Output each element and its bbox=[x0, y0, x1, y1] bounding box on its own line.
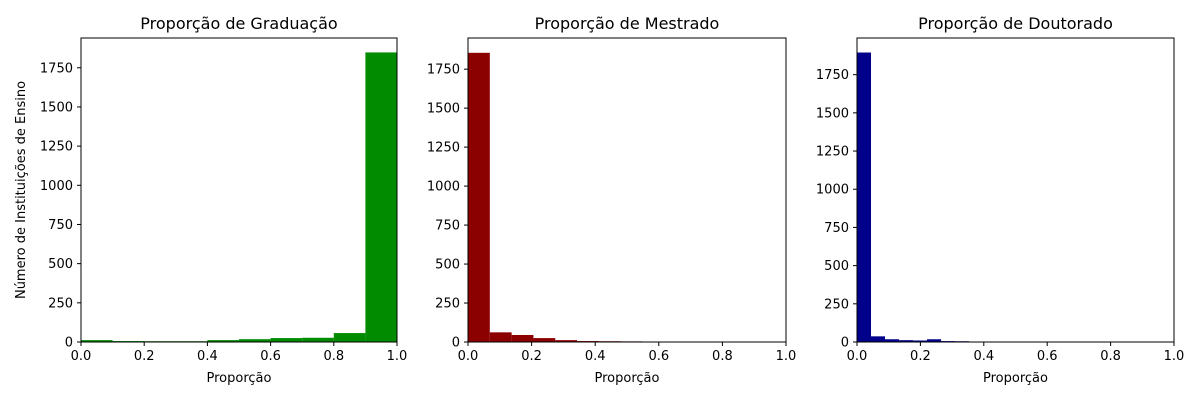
histogram-bar bbox=[533, 338, 555, 342]
y-tick-label: 1500 bbox=[40, 100, 73, 115]
y-tick-label: 750 bbox=[435, 219, 460, 234]
x-tick-label: 0.2 bbox=[910, 349, 931, 364]
histogram-bar bbox=[490, 332, 512, 342]
x-axis-label: Proporção bbox=[207, 371, 272, 386]
histogram-bar bbox=[302, 338, 334, 342]
y-tick-label: 500 bbox=[824, 259, 849, 274]
y-tick-label: 250 bbox=[824, 297, 849, 312]
y-tick-label: 1000 bbox=[816, 183, 849, 198]
x-tick-label: 0.4 bbox=[197, 349, 218, 364]
x-axis-label: Proporção bbox=[983, 371, 1048, 386]
y-tick-label: 500 bbox=[48, 257, 73, 272]
histogram-bar bbox=[857, 53, 871, 342]
subplot-title: Proporção de Graduação bbox=[140, 14, 337, 33]
x-tick-label: 1.0 bbox=[1164, 349, 1185, 364]
y-tick-label: 750 bbox=[824, 221, 849, 236]
x-tick-label: 0.6 bbox=[648, 349, 669, 364]
y-tick-label: 0 bbox=[841, 336, 849, 351]
axes-frame bbox=[857, 38, 1174, 342]
histogram-bar bbox=[365, 52, 397, 342]
x-tick-label: 0.0 bbox=[458, 349, 479, 364]
y-tick-label: 0 bbox=[65, 336, 73, 351]
y-tick-label: 500 bbox=[435, 258, 460, 273]
y-tick-label: 750 bbox=[48, 218, 73, 233]
y-tick-label: 1750 bbox=[816, 68, 849, 83]
y-tick-label: 1250 bbox=[40, 140, 73, 155]
axes-frame bbox=[468, 38, 786, 342]
x-tick-label: 0.2 bbox=[134, 349, 155, 364]
subplot-1: 0.0 0.2 0.4 0.6 0.8 1.0 0 250 500 750 1000 1250 1500… bbox=[14, 14, 407, 386]
subplot-3: 0.0 0.2 0.4 0.6 0.8 1.0 0 250 500 750 1000 1250 1500… bbox=[816, 14, 1184, 386]
x-tick-label: 0.8 bbox=[1100, 349, 1121, 364]
x-tick-label: 1.0 bbox=[387, 349, 408, 364]
y-tick-label: 250 bbox=[435, 297, 460, 312]
x-tick-label: 1.0 bbox=[776, 349, 797, 364]
subplot-title: Proporção de Doutorado bbox=[918, 14, 1113, 33]
histogram-bar bbox=[468, 53, 490, 342]
histogram-bar bbox=[271, 338, 303, 342]
y-tick-label: 1250 bbox=[427, 141, 460, 156]
x-tick-label: 0.4 bbox=[585, 349, 606, 364]
y-tick-label: 0 bbox=[452, 336, 460, 351]
histogram-bar bbox=[871, 336, 885, 342]
x-tick-label: 0.8 bbox=[712, 349, 733, 364]
x-tick-label: 0.4 bbox=[973, 349, 994, 364]
y-tick-label: 1500 bbox=[427, 102, 460, 117]
y-tick-label: 1250 bbox=[816, 145, 849, 160]
y-tick-label: 250 bbox=[48, 296, 73, 311]
y-axis-label: Número de Instituições de Ensino bbox=[14, 81, 29, 299]
axes-frame bbox=[81, 38, 397, 342]
subplot-2: 0.0 0.2 0.4 0.6 0.8 1.0 0 250 500 750 1000 1250 1500… bbox=[427, 14, 796, 386]
y-tick-label: 1000 bbox=[427, 180, 460, 195]
x-tick-label: 0.6 bbox=[1037, 349, 1058, 364]
subplot-title: Proporção de Mestrado bbox=[535, 14, 720, 33]
y-tick-label: 1000 bbox=[40, 179, 73, 194]
x-tick-label: 0.2 bbox=[521, 349, 542, 364]
histogram-bar bbox=[512, 335, 534, 342]
y-tick-label: 1750 bbox=[427, 63, 460, 78]
histogram-bar bbox=[334, 333, 366, 342]
x-tick-label: 0.6 bbox=[260, 349, 281, 364]
x-axis-label: Proporção bbox=[595, 371, 660, 386]
x-tick-label: 0.0 bbox=[71, 349, 92, 364]
y-tick-label: 1750 bbox=[40, 61, 73, 76]
y-tick-label: 1500 bbox=[816, 106, 849, 121]
x-tick-label: 0.8 bbox=[323, 349, 344, 364]
x-tick-label: 0.0 bbox=[847, 349, 868, 364]
